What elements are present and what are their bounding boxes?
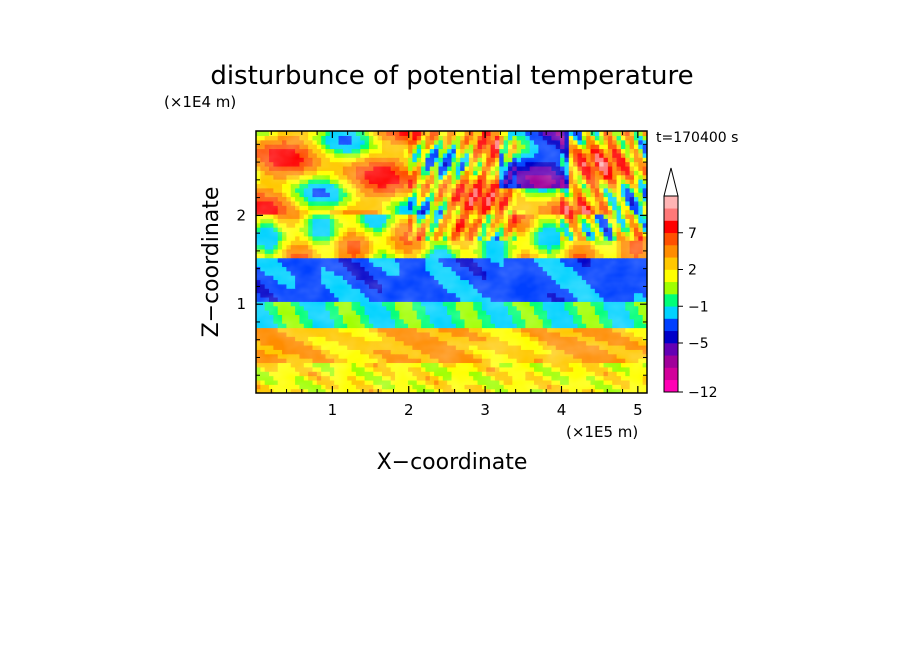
y-unit-label: (×1E4 m) <box>164 93 236 111</box>
time-label: t=170400 s <box>656 130 738 146</box>
chart-title: disturbunce of potential temperature <box>210 61 693 91</box>
contour-field <box>256 131 647 393</box>
